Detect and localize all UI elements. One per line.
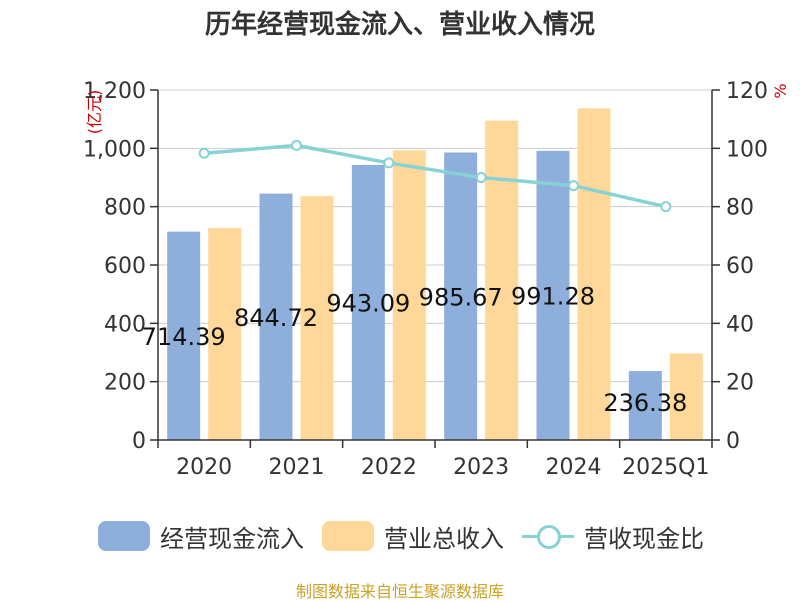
point-cash-ratio-2021: [291, 139, 302, 151]
x-tick-label: 2021: [269, 455, 325, 480]
point-cash-ratio-2022: [383, 157, 395, 169]
legend-item-revenue[interactable]: 营业总收入: [322, 516, 504, 556]
x-tick-label: 2024: [546, 455, 602, 480]
legend-item-cash-ratio[interactable]: 营收现金比: [522, 516, 704, 556]
x-tick-label: 2023: [453, 455, 509, 480]
legend-label-revenue: 营业总收入: [384, 524, 504, 553]
y-tick-label-right: 60: [726, 254, 754, 279]
data-label-cash-inflow-2025Q1: 236.38: [603, 389, 687, 417]
legend: 经营现金流入 营业总收入 营收现金比: [0, 516, 800, 556]
y-tick-label-right: 20: [726, 371, 754, 396]
legend-label-cash-inflow: 经营现金流入: [160, 524, 304, 553]
y-tick-label-left: 1,200: [83, 79, 146, 104]
bar-cash-inflow-2020: [167, 231, 201, 440]
y-axis-unit-right: %: [771, 83, 790, 98]
bar-revenue-2021: [300, 196, 334, 440]
legend-swatch-cash-ratio: [522, 521, 574, 551]
data-label-cash-inflow-2023: 985.67: [419, 283, 503, 311]
legend-swatch-cash-inflow: [98, 521, 150, 551]
y-tick-label-right: 100: [726, 137, 768, 162]
data-label-cash-inflow-2021: 844.72: [234, 304, 318, 332]
point-cash-ratio-2023: [475, 172, 487, 183]
point-cash-ratio-2020: [198, 147, 210, 159]
x-tick-label: 2022: [361, 455, 417, 480]
x-tick-label: 2020: [176, 455, 232, 480]
bar-revenue-2022: [392, 150, 426, 440]
bar-cash-inflow-2023: [444, 152, 478, 440]
y-tick-label-left: 200: [104, 371, 146, 396]
bar-revenue-2025Q1: [669, 353, 703, 440]
y-tick-label-left: 0: [132, 429, 146, 454]
chart-title: 历年经营现金流入、营业收入情况: [204, 10, 595, 40]
bar-revenue-2023: [485, 120, 519, 440]
bar-cash-inflow-2024: [536, 150, 570, 441]
bar-cash-inflow-2025Q1: [628, 371, 662, 440]
bar-cash-inflow-2021: [259, 193, 293, 440]
data-label-cash-inflow-2022: 943.09: [326, 289, 410, 317]
y-tick-label-left: 1,000: [83, 137, 146, 162]
y-tick-label-left: 600: [104, 254, 146, 279]
data-label-cash-inflow-2020: 714.39: [142, 323, 226, 351]
bar-revenue-2020: [208, 227, 242, 440]
legend-swatch-revenue: [322, 521, 374, 551]
legend-label-cash-ratio: 营收现金比: [584, 524, 704, 553]
x-tick-label: 2025Q1: [622, 455, 709, 480]
legend-item-cash-inflow[interactable]: 经营现金流入: [98, 516, 304, 556]
data-label-cash-inflow-2024: 991.28: [511, 282, 595, 310]
line-cash-ratio: [204, 143, 667, 209]
y-tick-label-right: 80: [726, 196, 754, 221]
bar-revenue-2024: [577, 108, 611, 440]
bar-cash-inflow-2022: [351, 164, 385, 441]
y-tick-label-left: 400: [104, 312, 146, 337]
y-tick-label-right: 120: [726, 79, 768, 104]
source-note: 制图数据来自恒生聚源数据库: [295, 582, 504, 601]
y-tick-label-right: 0: [726, 429, 740, 454]
point-cash-ratio-2024: [568, 180, 579, 192]
y-tick-label-right: 40: [726, 312, 754, 337]
point-cash-ratio-2025Q1: [660, 201, 672, 213]
y-tick-label-left: 800: [104, 196, 146, 221]
y-axis-unit-left: (亿元): [85, 90, 104, 135]
